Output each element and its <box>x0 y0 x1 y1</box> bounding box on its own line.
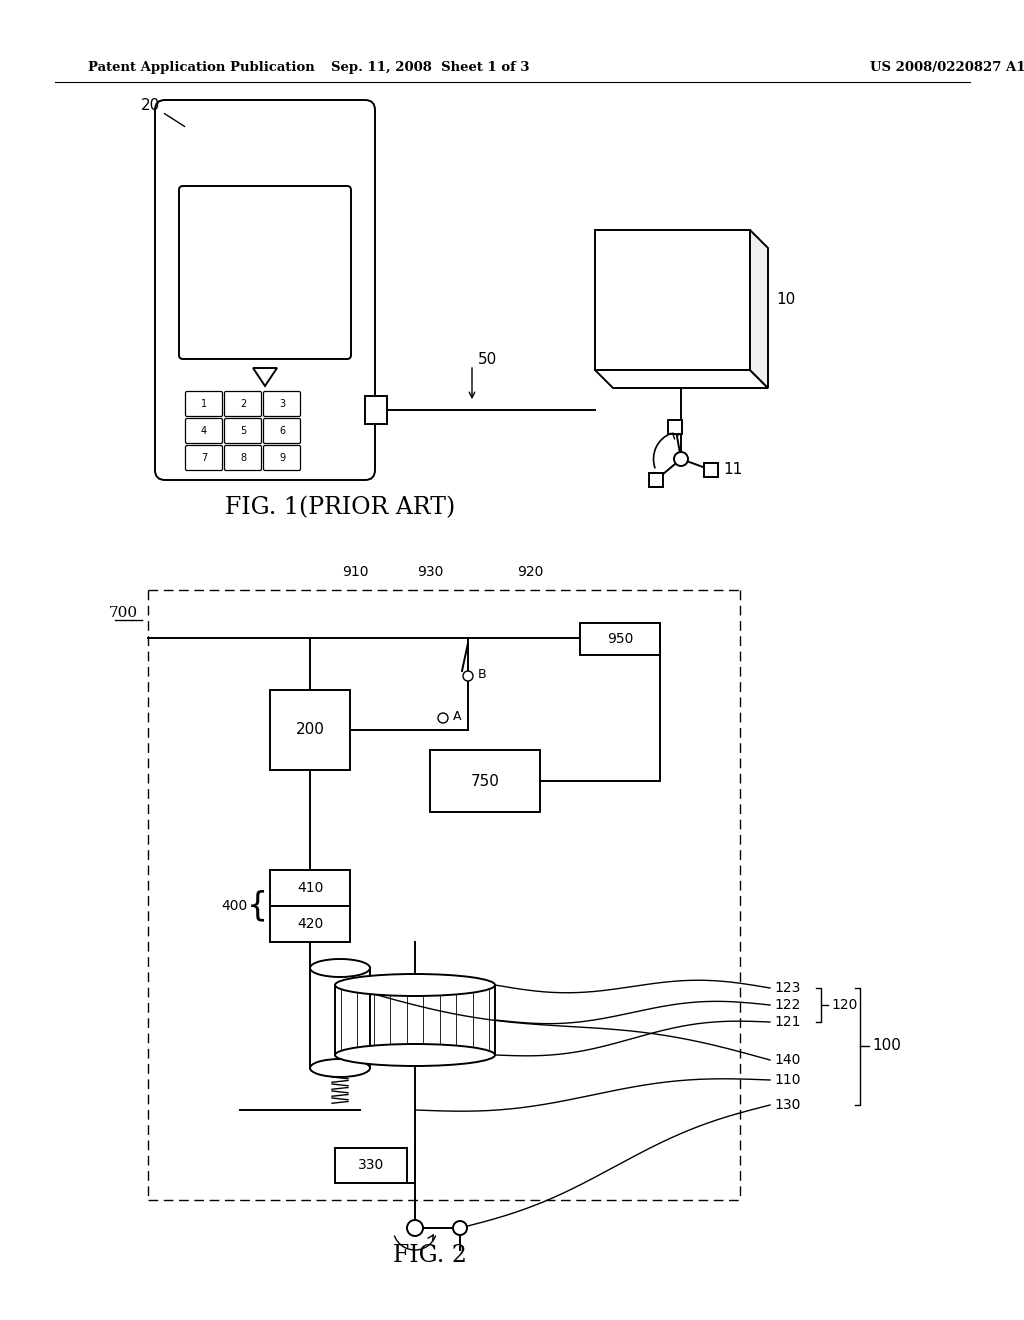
Text: 5: 5 <box>240 426 246 436</box>
FancyBboxPatch shape <box>263 418 300 444</box>
FancyBboxPatch shape <box>669 421 682 434</box>
Circle shape <box>674 451 688 466</box>
Text: 750: 750 <box>471 774 500 788</box>
FancyBboxPatch shape <box>179 186 351 359</box>
Text: 330: 330 <box>357 1158 384 1172</box>
Text: 400: 400 <box>222 899 248 913</box>
Text: Sep. 11, 2008  Sheet 1 of 3: Sep. 11, 2008 Sheet 1 of 3 <box>331 62 529 74</box>
Text: 3: 3 <box>279 399 285 409</box>
FancyBboxPatch shape <box>270 906 350 942</box>
FancyBboxPatch shape <box>365 396 387 424</box>
Text: 4: 4 <box>201 426 207 436</box>
Text: 700: 700 <box>109 606 138 620</box>
Text: 2: 2 <box>240 399 246 409</box>
Text: 140: 140 <box>774 1053 801 1067</box>
FancyBboxPatch shape <box>185 446 222 470</box>
Text: 910: 910 <box>342 565 369 579</box>
Text: FIG. 2: FIG. 2 <box>393 1243 467 1266</box>
Text: US 2008/0220827 A1: US 2008/0220827 A1 <box>870 62 1024 74</box>
Text: 20: 20 <box>140 98 160 112</box>
FancyBboxPatch shape <box>224 392 261 417</box>
FancyBboxPatch shape <box>580 623 660 655</box>
Text: 9: 9 <box>279 453 285 463</box>
FancyBboxPatch shape <box>595 230 750 370</box>
Text: 420: 420 <box>297 917 324 931</box>
FancyBboxPatch shape <box>155 100 375 480</box>
Text: 7: 7 <box>201 453 207 463</box>
Text: 120: 120 <box>831 998 857 1012</box>
Text: 121: 121 <box>774 1015 801 1030</box>
Text: 10: 10 <box>776 293 796 308</box>
Circle shape <box>438 713 449 723</box>
Text: 6: 6 <box>279 426 285 436</box>
Ellipse shape <box>335 1044 495 1067</box>
Text: {: { <box>247 890 267 923</box>
FancyBboxPatch shape <box>224 446 261 470</box>
Text: B: B <box>478 668 486 681</box>
Polygon shape <box>253 368 278 385</box>
Circle shape <box>453 1221 467 1236</box>
FancyBboxPatch shape <box>263 392 300 417</box>
Circle shape <box>463 671 473 681</box>
Circle shape <box>407 1220 423 1236</box>
Text: Patent Application Publication: Patent Application Publication <box>88 62 314 74</box>
Text: 130: 130 <box>774 1098 801 1111</box>
Text: 123: 123 <box>774 981 801 995</box>
Ellipse shape <box>310 960 370 977</box>
Text: 200: 200 <box>296 722 325 738</box>
FancyBboxPatch shape <box>185 418 222 444</box>
Ellipse shape <box>335 974 495 997</box>
Text: 410: 410 <box>297 880 324 895</box>
FancyBboxPatch shape <box>705 463 718 477</box>
Text: FIG. 1(PRIOR ART): FIG. 1(PRIOR ART) <box>225 496 455 520</box>
Text: 950: 950 <box>607 632 633 645</box>
FancyBboxPatch shape <box>270 870 350 906</box>
FancyBboxPatch shape <box>335 1148 407 1183</box>
Text: 122: 122 <box>774 998 801 1012</box>
Text: 50: 50 <box>478 352 498 367</box>
Text: 100: 100 <box>872 1039 901 1053</box>
Text: 11: 11 <box>723 462 742 478</box>
FancyBboxPatch shape <box>270 690 350 770</box>
Text: 1: 1 <box>201 399 207 409</box>
Text: A: A <box>453 710 462 723</box>
Polygon shape <box>595 370 768 388</box>
FancyBboxPatch shape <box>649 473 664 487</box>
FancyBboxPatch shape <box>224 418 261 444</box>
Text: 110: 110 <box>774 1073 801 1086</box>
FancyBboxPatch shape <box>430 750 540 812</box>
Text: 920: 920 <box>517 565 543 579</box>
Ellipse shape <box>310 1059 370 1077</box>
Polygon shape <box>750 230 768 388</box>
FancyBboxPatch shape <box>185 392 222 417</box>
FancyBboxPatch shape <box>263 446 300 470</box>
Text: 8: 8 <box>240 453 246 463</box>
Text: 930: 930 <box>417 565 443 579</box>
